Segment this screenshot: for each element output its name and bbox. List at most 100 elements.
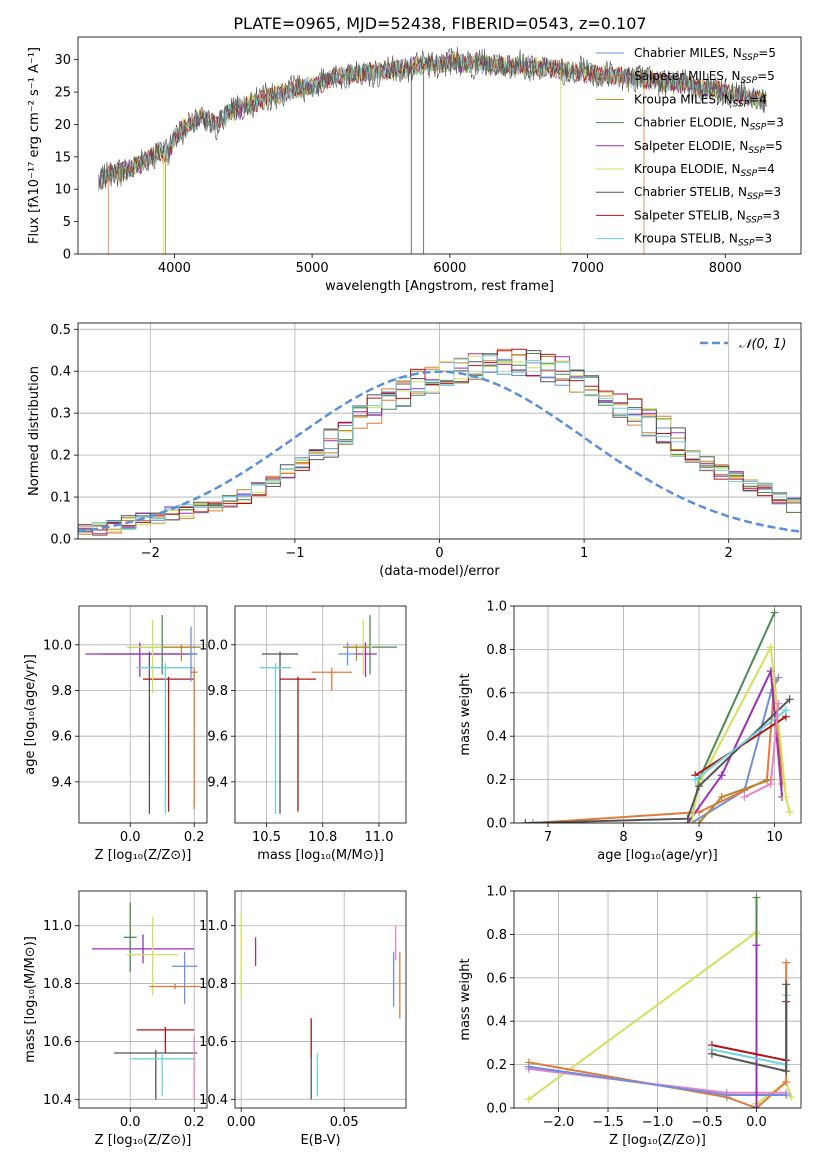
x-tick-label: 10.8 xyxy=(308,830,337,845)
y-tick-label: 0.0 xyxy=(486,817,507,832)
weight-point xyxy=(782,958,791,967)
plot-area xyxy=(98,46,767,254)
weight-point xyxy=(766,643,775,652)
weight-series-kroupa-stelib xyxy=(691,706,790,784)
weight-point xyxy=(781,792,790,801)
x-tick-label: 9 xyxy=(695,830,703,845)
y-tick-label: 0.4 xyxy=(50,365,71,380)
y-tick-label: 11.0 xyxy=(199,919,228,934)
weight-series-kroupa-elodie xyxy=(524,928,796,1108)
weight-point xyxy=(752,941,761,950)
x-tick-label: 0.0 xyxy=(120,1115,141,1130)
weight-point xyxy=(766,779,775,788)
hist-kroupa-stelib xyxy=(78,355,801,539)
weight-point xyxy=(695,782,704,791)
x-tick-label: −2 xyxy=(141,546,160,561)
legend-label: 𝒩(0, 1) xyxy=(739,337,786,352)
weight-point xyxy=(785,808,794,817)
errorbar-chabrier-stelib xyxy=(262,651,298,814)
y-tick-label: 0 xyxy=(63,248,71,263)
panel-residuals: −2 −1 0 1 2 0.0 0.1 0.2 0.3 0.4 0.5 (data-model)/er… xyxy=(27,322,802,579)
weight-point xyxy=(752,893,761,902)
weight-point xyxy=(787,1093,796,1102)
x-tick-label: −1.0 xyxy=(642,1115,674,1130)
y-tick-label: 10.8 xyxy=(43,977,72,992)
y-axis-label: mass [log₁₀(M/M⊙)] xyxy=(23,936,38,1063)
weight-point xyxy=(707,1049,716,1058)
errorbar-chabrier-miles xyxy=(171,951,198,1004)
x-axis-label: Z [log₁₀(Z/Z⊙)] xyxy=(95,1133,192,1148)
legend-label: Chabrier STELIB, NSSP=3 xyxy=(634,185,781,202)
axes-frame xyxy=(513,605,802,824)
weight-series-extra xyxy=(740,699,783,801)
normal-curve xyxy=(78,370,801,533)
y-tick-label: 0.4 xyxy=(486,1015,507,1030)
legend-label: Chabrier MILES, NSSP=5 xyxy=(634,46,776,63)
y-tick-label: 0.5 xyxy=(50,323,71,338)
y-tick-label: 1.0 xyxy=(486,885,507,900)
x-tick-label: 1 xyxy=(580,546,588,561)
x-tick-label: 6000 xyxy=(433,261,466,276)
y-tick-label: 25 xyxy=(54,86,71,101)
weight-point xyxy=(782,980,791,989)
weight-point xyxy=(785,695,794,704)
plot-area xyxy=(521,608,794,823)
y-tick-label: 10.8 xyxy=(199,977,228,992)
weight-point xyxy=(687,819,696,823)
y-tick-label: 0.1 xyxy=(50,491,71,506)
y-tick-label: 5 xyxy=(63,215,71,230)
y-tick-label: 10.4 xyxy=(43,1093,72,1108)
weight-point xyxy=(717,771,726,780)
weight-point xyxy=(524,1095,533,1104)
plot-area xyxy=(259,615,397,814)
weight-point xyxy=(691,775,700,784)
y-axis-label: mass weight xyxy=(458,958,473,1040)
errorbar-chabrier-miles xyxy=(184,626,198,682)
axes-frame xyxy=(77,36,802,255)
x-tick-label: 0.05 xyxy=(330,1115,359,1130)
y-tick-label: 0.3 xyxy=(50,407,71,422)
x-axis-label: mass [log₁₀(M/M⊙)] xyxy=(257,848,384,863)
y-tick-label: 10 xyxy=(54,183,71,198)
legend-label: Salpeter STELIB, NSSP=3 xyxy=(634,208,780,225)
plot-area xyxy=(91,902,201,1100)
weight-point xyxy=(770,608,779,617)
x-tick-label: 8 xyxy=(619,830,627,845)
errorbar-salpeter-miles xyxy=(191,667,198,810)
weight-point xyxy=(782,1077,791,1086)
weight-point xyxy=(752,1104,761,1108)
y-tick-label: 0.8 xyxy=(486,928,507,943)
y-tick-label: 0.2 xyxy=(486,773,507,788)
panel-age_vs_Z: 0.0 0.2 9.4 9.6 9.8 10.0 Z [log₁₀(Z/Z⊙)] age [l… xyxy=(23,605,208,863)
panel-mass_vs_EBV: 0.00 0.05 10.4 10.6 10.8 11.0 E(B-V) xyxy=(199,890,407,1148)
y-tick-label: 10.4 xyxy=(199,1093,228,1108)
panel-age_vs_mass: 10.5 10.8 11.0 9.4 9.6 9.8 10.0 mass [log₁₀(M/M… xyxy=(199,605,407,863)
errorbar-kroupa-stelib xyxy=(136,663,195,814)
errorbar-chabrier-miles xyxy=(338,642,357,666)
x-axis-label: (data-model)/error xyxy=(379,564,500,579)
x-tick-label: −1.5 xyxy=(592,1115,624,1130)
errorbar-salpeter-stelib xyxy=(280,676,316,812)
x-tick-label: −1 xyxy=(285,546,304,561)
axes-frame xyxy=(234,890,407,1109)
x-tick-label: −2.0 xyxy=(543,1115,575,1130)
legend-label: Chabrier ELODIE, NSSP=3 xyxy=(634,116,784,133)
x-tick-label: 0.2 xyxy=(184,1115,205,1130)
y-tick-label: 10.6 xyxy=(199,1035,228,1050)
errorbar-kroupa-stelib xyxy=(259,663,292,814)
weight-series-salpeter-stelib xyxy=(707,997,791,1065)
panel-mass_vs_Z: 0.0 0.2 10.4 10.6 10.8 11.0 Z [log₁₀(Z/Z⊙)] mas… xyxy=(23,890,208,1148)
y-tick-label: 9.6 xyxy=(207,730,228,745)
axes-frame xyxy=(77,322,802,540)
weight-point xyxy=(683,814,692,823)
x-axis-label: age [log₁₀(age/yr)] xyxy=(597,848,718,863)
y-tick-label: 0.0 xyxy=(50,533,71,548)
plot-area xyxy=(240,914,401,1100)
x-axis-label: wavelength [Angstrom, rest frame] xyxy=(325,279,554,294)
errorbar-chabrier-elodie xyxy=(123,902,137,973)
legend-label: Salpeter ELODIE, NSSP=5 xyxy=(634,139,783,156)
errorbar-kroupa-elodie xyxy=(127,619,179,693)
x-axis-label: E(B-V) xyxy=(300,1133,340,1148)
x-tick-label: 11.0 xyxy=(365,830,394,845)
